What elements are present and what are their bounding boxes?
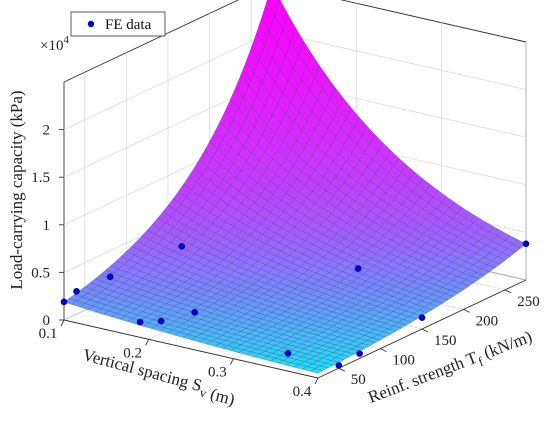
y-tick-mark [380,348,387,353]
x-tick-mark [314,377,319,385]
x-tick-label: 0.1 [39,326,58,342]
y-tick-mark [504,289,512,294]
fe-data-points [60,240,530,369]
x-tick-mark [145,339,150,346]
legend-entry: FE data [105,17,152,33]
data-point [157,317,165,325]
x-tick-mark [229,358,234,365]
z-axis-label: Load-carrying capacity (kPa) [7,90,26,289]
data-point [178,242,186,250]
z-tick-label: 2 [43,123,51,139]
surface-mesh [63,0,527,374]
data-point [284,349,292,357]
axis-edge [63,319,319,379]
data-point [106,273,114,281]
x-tick-mark [60,319,65,327]
data-point [418,314,426,321]
y-tick-label: 200 [476,313,499,329]
z-tick-label: 1.5 [31,170,50,186]
z-grid-line [271,31,527,90]
data-point [522,240,530,248]
data-point [335,361,343,369]
data-point [354,265,362,272]
legend-box [70,11,166,37]
z-tick-label: 1 [43,218,51,234]
axis-edge [340,0,527,43]
data-point [136,318,144,326]
legend: FE data [70,11,166,37]
z-multiplier: ×104 [40,34,69,54]
y-tick-label: 150 [434,333,457,349]
y-tick-label: 50 [351,372,366,388]
y-tick-mark [463,308,470,313]
z-tick-label: 0 [43,313,51,329]
z-tick-label: 0.5 [31,265,50,281]
x-tick-label: 0.3 [208,365,227,381]
legend-marker [87,20,95,28]
data-point [73,287,80,295]
y-tick-label: 250 [517,294,540,310]
data-point [60,298,68,306]
x-tick-label: 0.4 [293,384,312,400]
data-point [356,350,363,357]
surface-cell [266,0,280,17]
x-tick-label: 0.2 [123,345,142,361]
y-tick-mark [421,328,429,333]
y-tick-label: 100 [392,353,415,369]
tick-labels: 0 0.5 1 1.5 2 0.1 0.2 0.3 0.4 50 100 150 200 250 [31,123,539,400]
data-point [191,308,199,316]
y-tick-mark [338,367,346,372]
